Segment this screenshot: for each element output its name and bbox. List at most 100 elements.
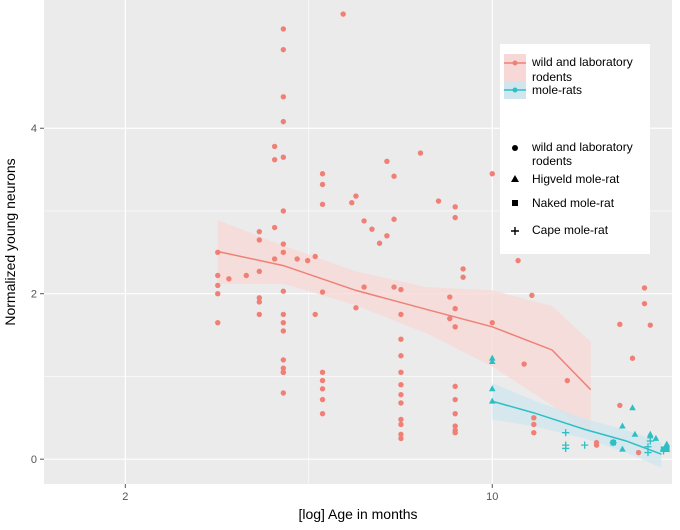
- data-point-circle: [452, 423, 458, 429]
- x-tick-label: 10: [486, 491, 498, 503]
- data-point-triangle: [631, 430, 639, 437]
- data-point-circle: [398, 311, 404, 318]
- x-axis-label: [log] Age in months: [298, 506, 417, 522]
- data-point-circle: [398, 421, 404, 428]
- data-point-circle: [349, 200, 355, 206]
- legend-line-rodents-label-1: wild and laboratory: [531, 55, 633, 69]
- data-point-circle: [452, 396, 458, 403]
- data-point-circle: [256, 299, 263, 305]
- data-point-circle: [280, 26, 287, 32]
- data-point-circle: [398, 431, 404, 438]
- data-point-circle: [447, 315, 453, 322]
- legend-line-molerats-label: mole-rats: [532, 83, 582, 97]
- data-point-circle: [398, 400, 404, 406]
- data-point-circle: [641, 285, 648, 291]
- data-point-circle: [280, 369, 287, 376]
- data-point-circle: [398, 435, 404, 442]
- data-point-triangle: [488, 357, 496, 364]
- data-point-circle: [435, 198, 442, 204]
- y-axis-label: Normalized young neurons: [2, 158, 18, 325]
- data-point-circle: [312, 253, 318, 260]
- data-point-circle: [271, 156, 278, 163]
- data-point-circle: [531, 430, 537, 436]
- data-point-circle: [641, 300, 648, 307]
- data-point-circle: [215, 249, 221, 256]
- data-point-circle: [521, 361, 527, 367]
- data-point-plus: [562, 444, 570, 453]
- data-point-circle: [319, 171, 326, 177]
- confidence-band: [217, 220, 591, 435]
- data-point-circle: [280, 94, 287, 100]
- data-point-circle: [280, 154, 287, 160]
- legend-shape-naked-label: Naked mole-rat: [532, 196, 615, 210]
- x-tick-label: 2: [122, 491, 128, 503]
- square-icon: [512, 200, 518, 206]
- data-point-circle: [398, 416, 404, 423]
- data-point-circle: [452, 430, 458, 436]
- data-point-circle: [529, 292, 535, 299]
- data-point-circle: [398, 336, 404, 342]
- data-point-circle: [319, 201, 326, 208]
- data-point-circle: [593, 442, 600, 448]
- data-point-circle: [271, 143, 278, 150]
- data-point-circle: [391, 284, 397, 290]
- data-point-circle: [617, 321, 623, 328]
- data-point-circle: [280, 328, 287, 334]
- data-point-circle: [243, 272, 249, 279]
- data-point-circle: [452, 305, 458, 312]
- legend-shape-higveld-label: Higveld mole-rat: [532, 172, 620, 186]
- legend-line-rodents-label-2: rodents: [532, 70, 572, 84]
- legend: wild and laboratory rodents mole-rats wi…: [500, 44, 650, 254]
- data-point-circle: [391, 173, 397, 179]
- data-point-triangle: [619, 445, 626, 452]
- data-point-circle: [319, 181, 326, 188]
- data-point-circle: [319, 289, 326, 295]
- circle-icon: [512, 145, 518, 151]
- data-point-circle: [515, 257, 521, 264]
- y-tick-label: 2: [31, 289, 37, 301]
- data-point-triangle: [646, 432, 654, 439]
- legend-shape-rodents: wild and laboratory rodents: [512, 140, 633, 168]
- data-point-circle: [489, 319, 495, 326]
- data-point-circle: [280, 118, 287, 125]
- data-point-circle: [271, 256, 278, 262]
- data-point-circle: [353, 305, 359, 311]
- confidence-bands: [217, 220, 662, 468]
- y-tick-label: 4: [31, 123, 37, 135]
- data-point-circle: [564, 377, 571, 384]
- data-point-circle: [312, 311, 318, 318]
- data-point-circle: [256, 311, 263, 318]
- data-point-plus: [609, 439, 617, 447]
- data-point-circle: [319, 410, 326, 417]
- data-point-circle: [280, 390, 287, 396]
- data-point-plus: [581, 441, 589, 449]
- data-point-circle: [353, 193, 359, 199]
- y-tick-label: 0: [31, 454, 37, 466]
- data-point-circle: [391, 216, 397, 222]
- legend-key-molerats: mole-rats: [504, 81, 582, 99]
- data-point-circle: [398, 286, 404, 293]
- data-point-circle: [280, 319, 287, 326]
- legend-key-rodents: wild and laboratory rodents: [504, 54, 633, 88]
- data-point-circle: [647, 322, 653, 328]
- data-point-circle: [489, 171, 495, 177]
- data-point-circle: [215, 291, 221, 297]
- data-point-circle: [460, 266, 466, 272]
- data-point-circle: [369, 226, 375, 232]
- data-point-circle: [629, 355, 636, 361]
- data-point-circle: [452, 324, 458, 330]
- data-point-circle: [215, 272, 221, 279]
- data-point-circle: [280, 249, 287, 256]
- plus-icon: [511, 227, 519, 235]
- data-point-circle: [294, 256, 300, 262]
- trend-line: [492, 400, 662, 455]
- legend-shape-higveld: Higveld mole-rat: [511, 172, 620, 186]
- trend-lines: [217, 250, 662, 455]
- data-point-circle: [452, 383, 458, 390]
- data-point-circle: [256, 237, 263, 243]
- data-point-circle: [319, 396, 326, 403]
- data-point-triangle: [488, 385, 496, 392]
- data-point-plus: [644, 448, 652, 457]
- data-point-circle: [635, 449, 642, 456]
